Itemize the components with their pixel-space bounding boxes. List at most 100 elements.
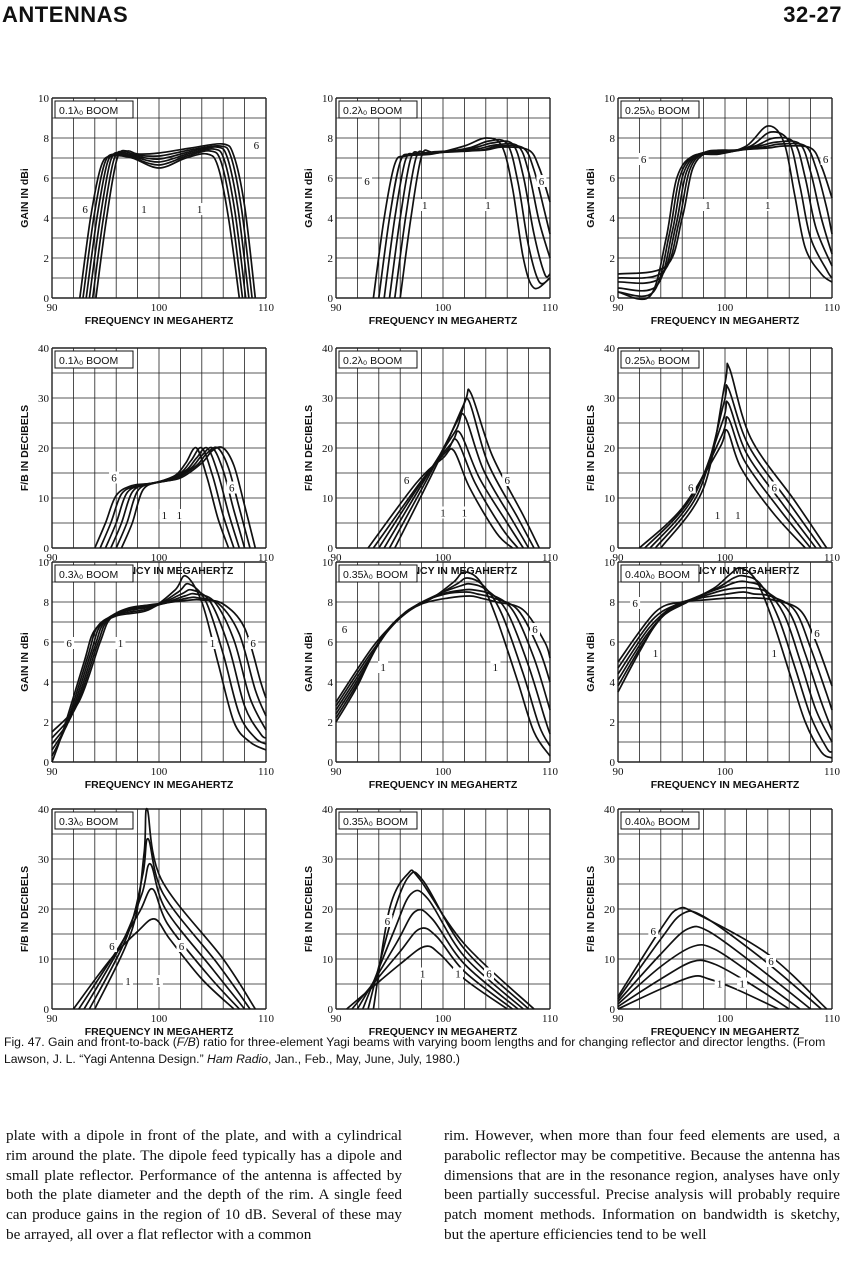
boom-label-box [620, 564, 700, 583]
x-tick-label: 110 [258, 1013, 275, 1025]
chart-panel: 0 10 20 30 40 90 100 110 FREQUENCY IN MEGAHERTZ F… [12, 803, 275, 1043]
x-tick-label: 100 [435, 552, 452, 564]
x-tick-label: 90 [47, 766, 59, 778]
y-tick-label: 10 [604, 557, 616, 569]
curve-label: 1 [155, 976, 161, 988]
curve-label: 1 [440, 508, 446, 520]
boom-label: 0.40λ₀ BOOM [625, 569, 690, 581]
series-line [95, 142, 257, 299]
series-line [51, 592, 267, 745]
series-line [617, 925, 812, 1010]
caption-text-1: Gain and front-to-back ( [44, 1035, 177, 1049]
y-tick-label: 4 [44, 213, 50, 225]
chart-svg: 0 2 4 6 8 10 90 100 110 FREQUENCY IN MEGAHERTZ GAI… [19, 557, 275, 791]
x-tick-label: 100 [717, 302, 734, 314]
boom-label: 0.3λ₀ BOOM [59, 816, 118, 828]
chart-panel: 0 10 20 30 40 90 100 110 FREQUENCY IN MEGAHERTZ F… [296, 803, 559, 1043]
series-group [346, 869, 535, 1010]
series-line [394, 388, 541, 549]
curve-label-bg [482, 199, 493, 211]
chart-panel: 0 10 20 30 40 90 100 110 FREQUENCY IN MEGAHERTZ F… [578, 803, 841, 1043]
curve-label: 1 [197, 204, 203, 216]
curve-label: 6 [250, 638, 256, 650]
boom-label: 0.1λ₀ BOOM [59, 355, 118, 367]
series-line [351, 927, 514, 1010]
y-axis-label: GAIN IN dBi [585, 632, 597, 692]
boom-label-box [338, 811, 418, 830]
y-tick-label: 30 [322, 393, 334, 405]
series-line [388, 142, 551, 299]
y-tick-label: 0 [610, 543, 616, 555]
chart-panel: 0 2 4 6 8 10 90 100 110 FREQUENCY IN MEGAHERTZ GAI… [12, 556, 275, 796]
curve-label: 1 [705, 200, 711, 212]
curve-label: 1 [455, 969, 461, 981]
curve-label-bg [378, 661, 389, 673]
curve-label-bg [152, 975, 163, 987]
chart-panel: 0 10 20 30 40 90 100 110 FREQUENCY IN MEGAHERTZ F… [296, 342, 559, 582]
series-line [638, 428, 806, 549]
y-tick-label: 20 [322, 904, 334, 916]
x-tick-label: 90 [331, 1013, 343, 1025]
y-tick-label: 6 [610, 173, 616, 185]
curve-label-bg [769, 647, 780, 659]
x-tick-label: 90 [47, 552, 59, 564]
curve-label: 6 [342, 624, 348, 636]
curve-label-bg [459, 506, 470, 519]
y-tick-label: 0 [610, 293, 616, 305]
series-line [617, 597, 833, 687]
y-tick-label: 20 [322, 443, 334, 455]
curve-label: 1 [462, 508, 468, 520]
curve-label-bg [438, 506, 448, 519]
y-tick-label: 10 [604, 493, 616, 505]
curve-label-bg [702, 199, 713, 211]
y-tick-label: 4 [610, 677, 616, 689]
curve-label-bg [630, 597, 641, 609]
series-line [617, 131, 833, 298]
curve-label-bg [174, 509, 185, 521]
curve-label-bg [194, 203, 205, 215]
curve-label-bg [248, 637, 259, 649]
curve-label-bg [685, 481, 696, 494]
curve-label: 1 [771, 648, 777, 660]
y-tick-label: 0 [44, 293, 50, 305]
y-tick-label: 20 [38, 904, 50, 916]
y-tick-label: 4 [328, 677, 334, 689]
y-tick-label: 10 [322, 493, 334, 505]
y-axis-label: GAIN IN dBi [585, 168, 597, 228]
series-line [644, 416, 812, 549]
series-group [638, 362, 828, 549]
chart-grid [617, 97, 833, 299]
y-tick-label: 4 [44, 677, 50, 689]
running-head-title: ANTENNAS [2, 2, 129, 27]
caption-text-3: , Jan., Feb., May, June, July, 1980.) [267, 1052, 460, 1066]
curve-label-bg [122, 975, 133, 987]
y-axis-label: F/B IN DECIBELS [585, 866, 597, 952]
y-tick-label: 2 [44, 253, 50, 265]
curve-label-bg [207, 637, 218, 649]
caption-fb: F/B [176, 1035, 196, 1049]
curve-label: 1 [118, 638, 124, 650]
boom-label-box [54, 811, 134, 830]
x-tick-label: 110 [542, 1013, 559, 1025]
y-tick-label: 0 [610, 757, 616, 769]
x-axis-label: FREQUENCY IN MEGAHERTZ [85, 315, 234, 327]
curve-label: 1 [715, 510, 721, 522]
caption-fig-number: Fig. 47. [4, 1035, 45, 1049]
boom-label: 0.25λ₀ BOOM [625, 355, 690, 367]
boom-label-box [54, 350, 134, 369]
series-line [362, 889, 524, 1010]
series-line [367, 871, 530, 1010]
curve-label: 1 [162, 510, 168, 522]
series-line [85, 147, 247, 299]
boom-label-box [54, 564, 134, 583]
series-line [51, 588, 267, 751]
y-tick-label: 0 [328, 293, 334, 305]
curve-label-bg [452, 967, 463, 980]
series-line [654, 384, 822, 549]
series-line [617, 591, 833, 711]
chart-svg: 0 2 4 6 8 10 90 100 110 FREQUENCY IN MEGAHERTZ GAI… [303, 557, 559, 791]
caption-journal: Ham Radio [207, 1052, 268, 1066]
curve-label: 6 [651, 926, 657, 938]
